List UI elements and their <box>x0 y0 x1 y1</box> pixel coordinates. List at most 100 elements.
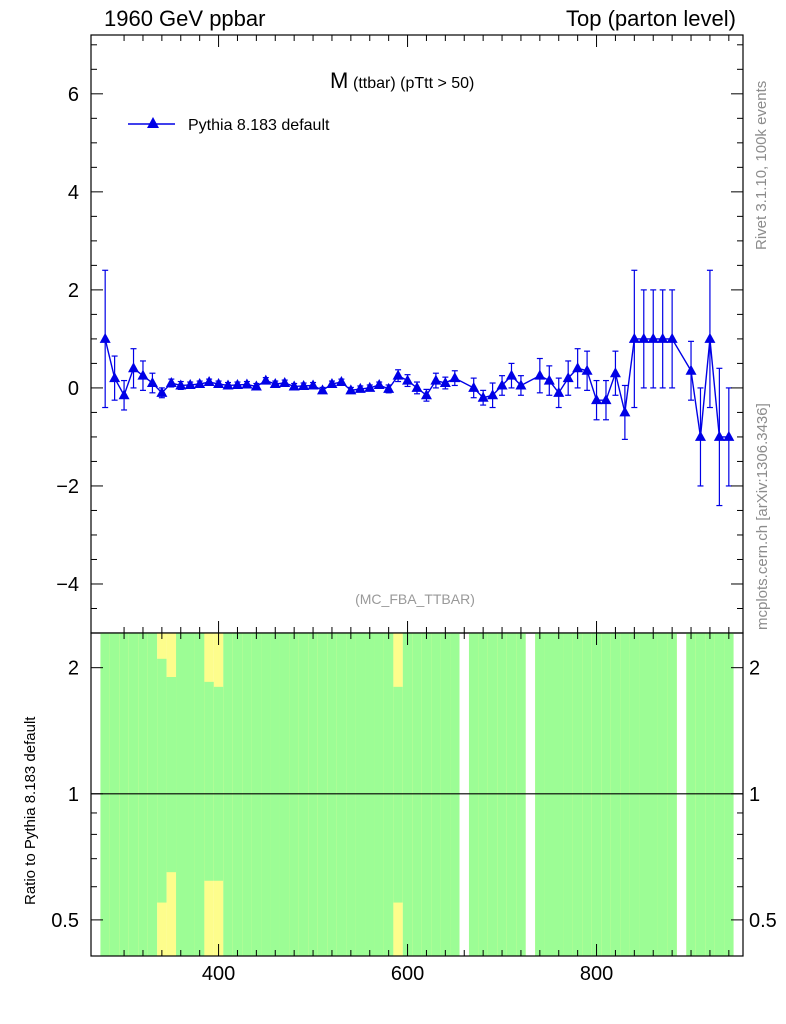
ratio-band-inner <box>393 686 403 903</box>
ratio-band-inner <box>176 633 186 956</box>
analysis-watermark: (MC_FBA_TTBAR) <box>355 591 475 607</box>
ratio-band-inner <box>431 633 441 956</box>
ratio-band-inner <box>412 633 422 956</box>
ratio-band-inner <box>166 677 177 873</box>
data-point <box>156 386 168 397</box>
data-point <box>250 380 262 391</box>
main-x-ticks <box>123 35 730 633</box>
data-point <box>430 374 442 385</box>
ratio-band-inner <box>620 633 630 956</box>
ratio-band-inner <box>346 633 356 956</box>
data-point <box>543 374 555 385</box>
ratio-band-inner <box>261 633 271 956</box>
data-point <box>99 332 111 343</box>
data-point <box>647 332 659 343</box>
data-point <box>307 379 319 390</box>
ratio-band-inner <box>270 633 280 956</box>
x-tick-label: 600 <box>391 963 424 985</box>
ratio-band-inner <box>648 633 658 956</box>
ratio-band-inner <box>714 633 725 956</box>
ratio-band-inner <box>629 633 640 956</box>
ratio-y-tick-label-left: 1 <box>68 784 79 806</box>
ratio-y-tick-label-right: 2 <box>749 658 760 680</box>
header-energy-label: 1960 GeV ppbar <box>104 6 266 31</box>
y-tick-label: 0 <box>68 378 79 400</box>
ratio-band-inner <box>535 633 545 956</box>
ratio-band-inner <box>686 633 696 956</box>
ratio-band-inner <box>223 633 233 956</box>
data-point <box>260 374 272 385</box>
ratio-band-inner <box>572 633 583 956</box>
data-point <box>335 376 347 387</box>
ratio-band-inner <box>194 633 205 956</box>
ratio-band-inner <box>336 633 347 956</box>
data-point <box>713 430 725 441</box>
series-line <box>104 338 729 438</box>
ratio-band-inner <box>317 633 328 956</box>
data-point <box>269 377 281 388</box>
data-point <box>175 379 187 390</box>
ratio-band-inner <box>383 633 394 956</box>
data-point <box>600 394 612 405</box>
data-point <box>354 382 366 393</box>
ratio-band-inner <box>374 633 384 956</box>
ratio-band-inner <box>355 633 366 956</box>
ratio-band-inner <box>421 633 432 956</box>
y-tick-label: −4 <box>56 574 79 596</box>
data-point <box>515 379 527 390</box>
ratio-band-inner <box>610 633 621 956</box>
ratio-band-inner <box>657 633 668 956</box>
data-point <box>288 380 300 391</box>
ratio-band-inner <box>128 633 139 956</box>
data-point <box>411 381 423 392</box>
ratio-band-inner <box>544 633 555 956</box>
data-point <box>392 369 404 380</box>
ratio-band-inner <box>440 633 451 956</box>
ratio-band-inner <box>554 633 564 956</box>
data-point <box>165 377 177 388</box>
ratio-y-tick-label-right: 1 <box>749 784 760 806</box>
ratio-band-inner <box>138 633 148 956</box>
ratio-y-tick-label-left: 2 <box>68 658 79 680</box>
data-point <box>638 332 650 343</box>
ratio-band-inner <box>695 633 706 956</box>
data-point <box>118 389 130 400</box>
data-point <box>468 381 480 392</box>
data-point <box>487 389 499 400</box>
ratio-x-ticks: 400 600 800 <box>123 633 730 985</box>
data-point <box>477 391 489 402</box>
ratio-band-inner <box>639 633 649 956</box>
ratio-band-inner <box>157 658 167 903</box>
ratio-band-inner <box>327 633 337 956</box>
ratio-band-inner <box>601 633 611 956</box>
data-point <box>194 377 206 388</box>
data-point <box>449 372 461 383</box>
x-tick-label: 800 <box>580 963 613 985</box>
ratio-band-inner <box>251 633 262 956</box>
ratio-band-inner <box>279 633 290 956</box>
ratio-band-inner <box>478 633 488 956</box>
ratio-band-inner <box>487 633 498 956</box>
data-point <box>345 384 357 395</box>
data-point <box>534 369 546 380</box>
data-point <box>685 364 697 375</box>
ratio-band-inner <box>402 633 413 956</box>
data-point <box>694 430 706 441</box>
data-point <box>326 377 338 388</box>
y-tick-label: 6 <box>68 84 79 106</box>
x-tick-label: 400 <box>202 963 235 985</box>
y-tick-label: −2 <box>56 476 79 498</box>
ratio-band-inner <box>667 633 677 956</box>
data-point <box>184 378 196 389</box>
data-point <box>298 379 310 390</box>
data-point <box>619 406 631 417</box>
ratio-plot-panel: 0.5 0.5 1 1 2 2 400 600 800 <box>51 632 777 985</box>
ratio-band-inner <box>100 633 110 956</box>
data-point <box>704 332 716 343</box>
data-point <box>128 362 140 373</box>
data-point <box>146 377 158 388</box>
legend-label: Pythia 8.183 default <box>188 117 330 134</box>
data-point <box>373 378 385 389</box>
ratio-band-inner <box>365 633 375 956</box>
